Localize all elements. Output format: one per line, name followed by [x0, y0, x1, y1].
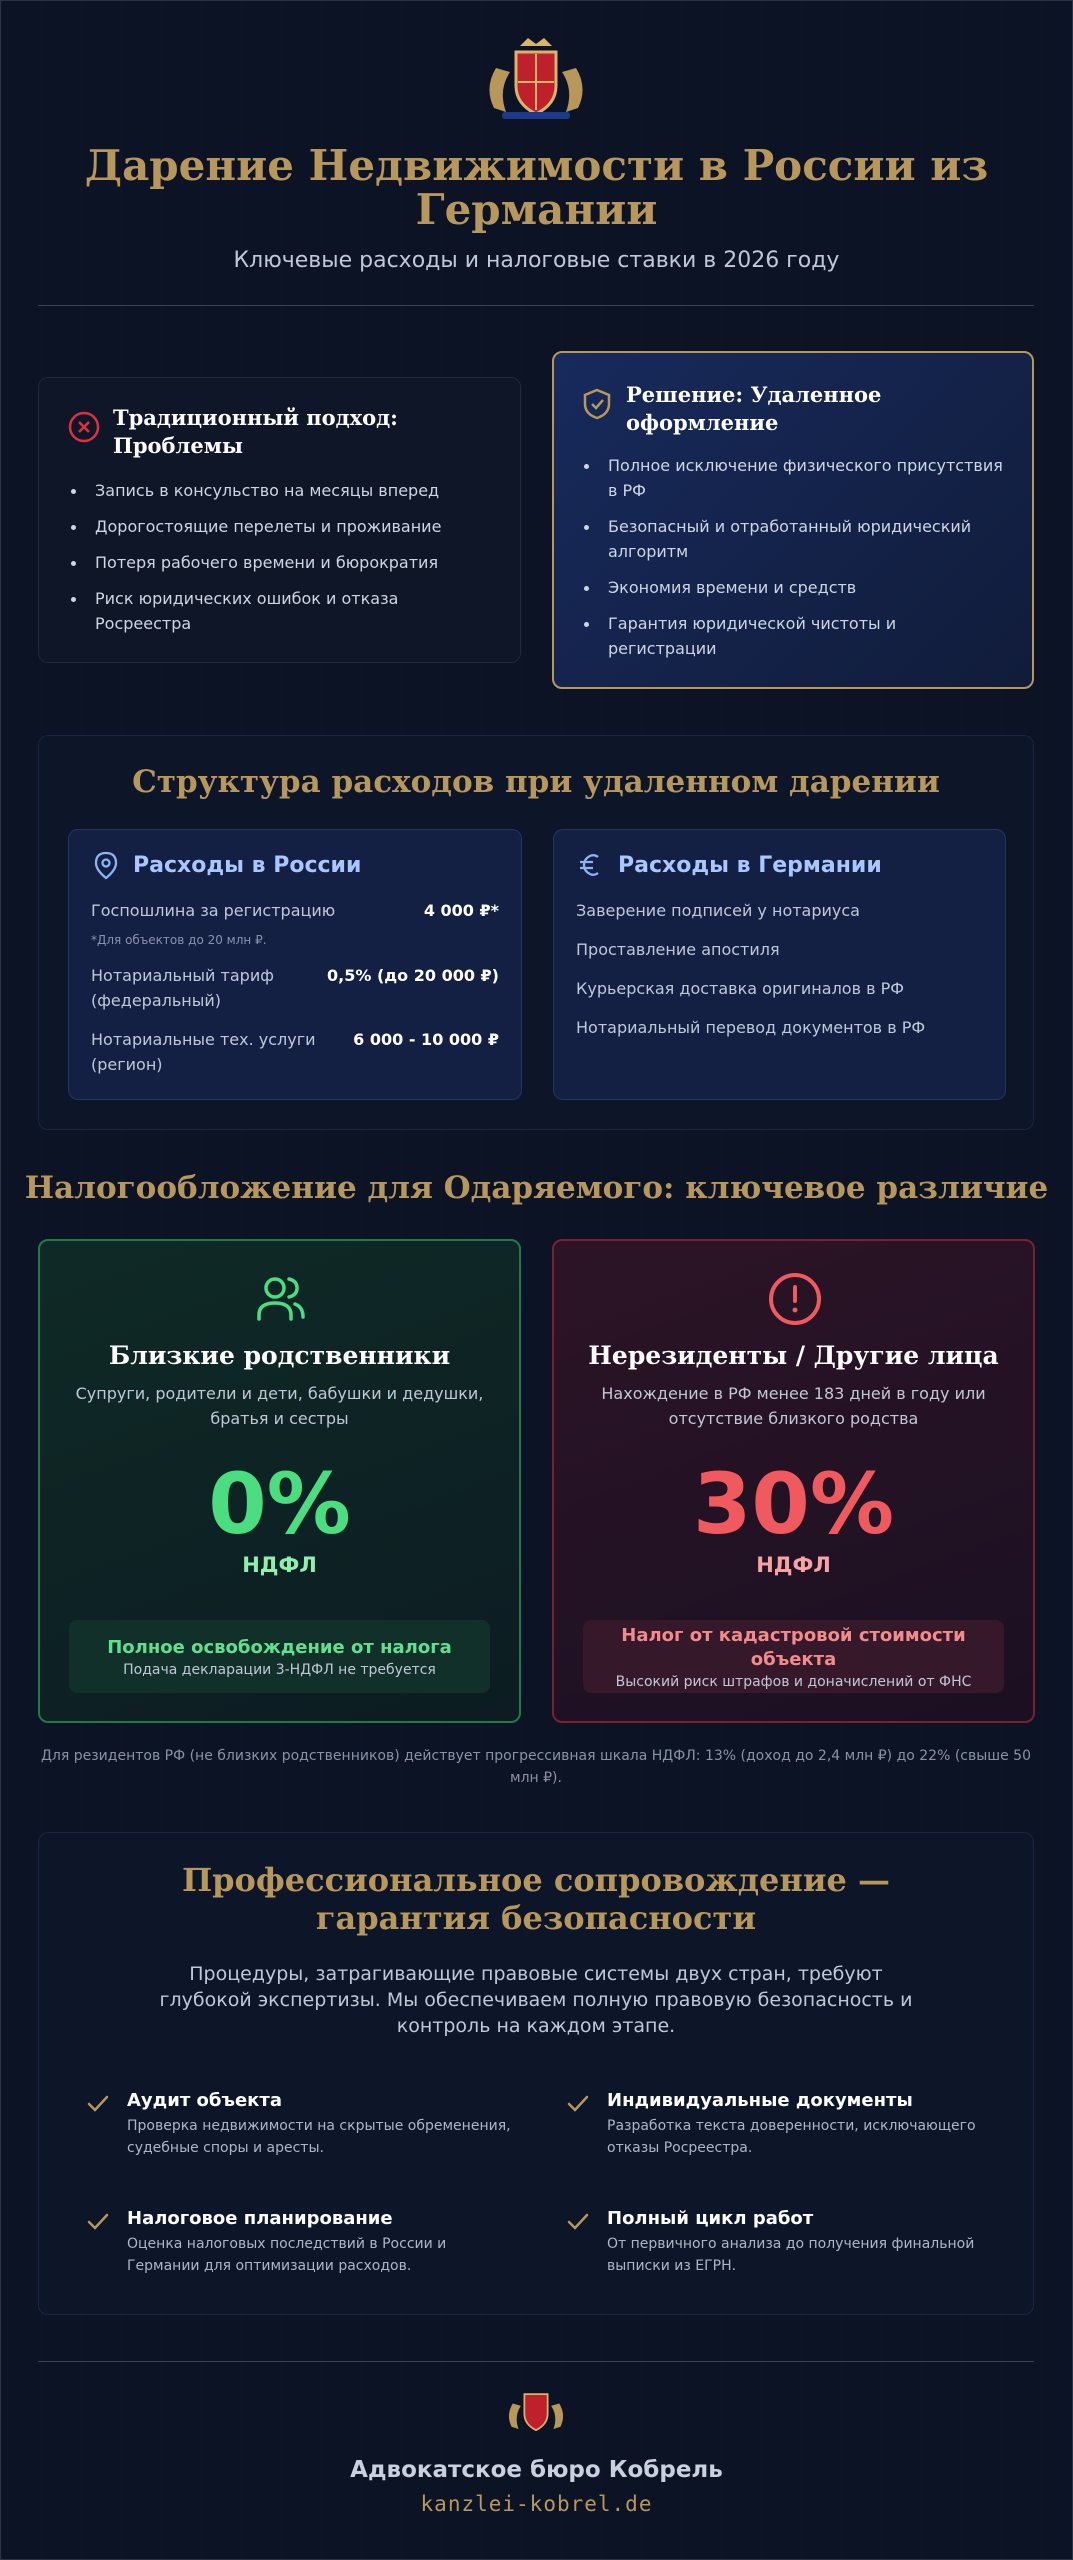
tax-rate: 30% [692, 1455, 895, 1553]
pro-item: Аудит объекта Проверка недвижимости на ск… [85, 2089, 515, 2159]
check-icon [567, 2213, 589, 2230]
list: Запись в консульство на месяцы вперед Дор… [67, 478, 492, 636]
pro-item-text: Разработка текста доверенности, исключаю… [607, 2118, 976, 2156]
card-title: Традиционный подход: Проблемы [113, 405, 398, 458]
pro-item-title: Аудит объекта [127, 2090, 282, 2111]
cost-row: Нотариальный тариф (федеральный) 0,5% (до… [91, 963, 499, 1013]
pro-text: Налоговое планирование Оценка налоговых п… [127, 2207, 515, 2277]
list-item: Дорогостоящие перелеты и проживание [67, 514, 492, 539]
check-icon [87, 2095, 109, 2112]
section-title: Структура расходов при удаленном дарении [132, 764, 940, 800]
shield-icon [583, 388, 611, 420]
germany-card: Расходы в Германии Заверение подписей у … [553, 829, 1006, 1100]
cost-value: 4 000 ₽* [423, 901, 499, 920]
list-item: Полное исключение физического присутстви… [580, 453, 1006, 503]
tax-card: Близкие родственники Супруги, родители и … [38, 1239, 521, 1723]
cost-value: 6 000 - 10 000 ₽ [353, 1030, 499, 1049]
cost-item: Курьерская доставка оригиналов в РФ [576, 979, 905, 998]
tax-title: Близкие родственники [108, 1341, 451, 1370]
tax-desc: Нахождение в РФ менее 183 дней в году ил… [601, 1384, 986, 1428]
cost-value: 0,5% (до 20 000 ₽) [327, 966, 499, 985]
logo [489, 38, 583, 119]
tax-box-text: Подача декларации 3-НДФЛ не требуется [123, 1661, 436, 1678]
pro-item-title: Индивидуальные документы [607, 2090, 913, 2111]
tax-rate-label: НДФЛ [756, 1553, 831, 1577]
footer-logo [508, 2393, 564, 2432]
professional-section: Профессиональное сопровождение — гаранти… [38, 1832, 1034, 2315]
card-title: Решение: Удаленное оформление [626, 382, 882, 435]
pro-item: Индивидуальные документы Разработка текст… [565, 2089, 995, 2159]
list-item: Риск юридических ошибок и отказа Росреес… [67, 586, 492, 636]
pro-item-title: Полный цикл работ [607, 2208, 814, 2229]
cost-item: Заверение подписей у нотариуса [576, 901, 860, 920]
check-icon [567, 2095, 589, 2112]
cost-label: Нотариальный тариф (федеральный) [91, 966, 274, 1010]
footer-name: Адвокатское бюро Кобрель [350, 2457, 723, 2483]
tax-box-title: Полное освобождение от налога [107, 1636, 452, 1658]
tax-box: Налог от кадастровой стоимости объекта Вы… [583, 1620, 1004, 1693]
pro-item-text: Оценка налоговых последствий в России и … [127, 2236, 447, 2274]
error-icon [68, 411, 100, 443]
card-title: Расходы в России [133, 852, 362, 878]
cost-note: *Для объектов до 20 млн ₽. [91, 933, 267, 947]
check-icon [87, 2213, 109, 2230]
pro-item-text: Проверка недвижимости на скрытые обремен… [127, 2118, 511, 2156]
section-title: Налогообложение для Одаряемого: ключевое… [24, 1170, 1049, 1206]
tax-box-text: Высокий риск штрафов и доначислений от Ф… [615, 1673, 972, 1690]
footer-url: kanzlei-kobrel.de [420, 2492, 653, 2516]
euro-icon [580, 854, 599, 876]
traditional-card: Традиционный подход: Проблемы Запись в к… [38, 377, 521, 663]
divider [38, 2361, 1034, 2362]
list-item: Гарантия юридической чистоты и регистрац… [580, 611, 1006, 661]
pro-item: Полный цикл работ От первичного анализа д… [565, 2207, 995, 2277]
icon [769, 1273, 821, 1325]
card-title: Расходы в Германии [618, 852, 882, 878]
tax-rate-label: НДФЛ [242, 1553, 317, 1577]
costs-section: Структура расходов при удаленном дарении… [38, 735, 1034, 1130]
intro: Процедуры, затрагивающие правовые систем… [159, 1963, 913, 2037]
list-item: Запись в консульство на месяцы вперед [67, 478, 492, 503]
tax-rate: 0% [208, 1455, 351, 1553]
cost-item: Проставление апостиля [576, 940, 780, 959]
tax-box-title: Налог от кадастровой стоимости объекта [621, 1624, 966, 1670]
section-title: Профессиональное сопровождение — гаранти… [181, 1861, 891, 1937]
tax-desc: Супруги, родители и дети, бабушки и деду… [75, 1384, 484, 1428]
list: Полное исключение физического присутстви… [580, 453, 1006, 661]
list-item: Экономия времени и средств [580, 575, 1006, 600]
cost-label: Госпошлина за регистрацию [91, 901, 336, 920]
title: Дарение Недвижимости в России из Германи… [84, 141, 989, 234]
russia-card: Расходы в России Госпошлина за регистрац… [68, 829, 522, 1100]
list-item: Потеря рабочего времени и бюрократия [67, 550, 492, 575]
list-item: Безопасный и отработанный юридический ал… [580, 514, 1006, 564]
icon [257, 1277, 305, 1321]
solution-card: Решение: Удаленное оформление Полное иск… [552, 351, 1034, 689]
cost-row: Госпошлина за регистрацию 4 000 ₽* [91, 898, 499, 923]
pro-text: Индивидуальные документы Разработка текст… [607, 2089, 995, 2159]
pro-item-title: Налоговое планирование [127, 2208, 393, 2229]
tax-title: Нерезиденты / Другие лица [588, 1341, 999, 1370]
divider [38, 305, 1034, 306]
pin-icon [94, 851, 118, 880]
cost-item: Нотариальный перевод документов в РФ [576, 1018, 926, 1037]
cost-label: Нотариальные тех. услуги (регион) [91, 1030, 316, 1074]
tax-box: Полное освобождение от налога Подача декл… [69, 1620, 490, 1693]
pro-text: Аудит объекта Проверка недвижимости на ск… [127, 2089, 515, 2159]
pro-item: Налоговое планирование Оценка налоговых п… [85, 2207, 515, 2277]
tax-note: Для резидентов РФ (не близких родственни… [40, 1748, 1031, 1786]
subtitle: Ключевые расходы и налоговые ставки в 20… [233, 248, 840, 273]
cost-row: Нотариальные тех. услуги (регион) 6 000 -… [91, 1027, 499, 1077]
pro-text: Полный цикл работ От первичного анализа д… [607, 2207, 995, 2277]
tax-card: Нерезиденты / Другие лица Нахождение в РФ… [552, 1239, 1035, 1723]
pro-item-text: От первичного анализа до получения финал… [607, 2236, 975, 2274]
